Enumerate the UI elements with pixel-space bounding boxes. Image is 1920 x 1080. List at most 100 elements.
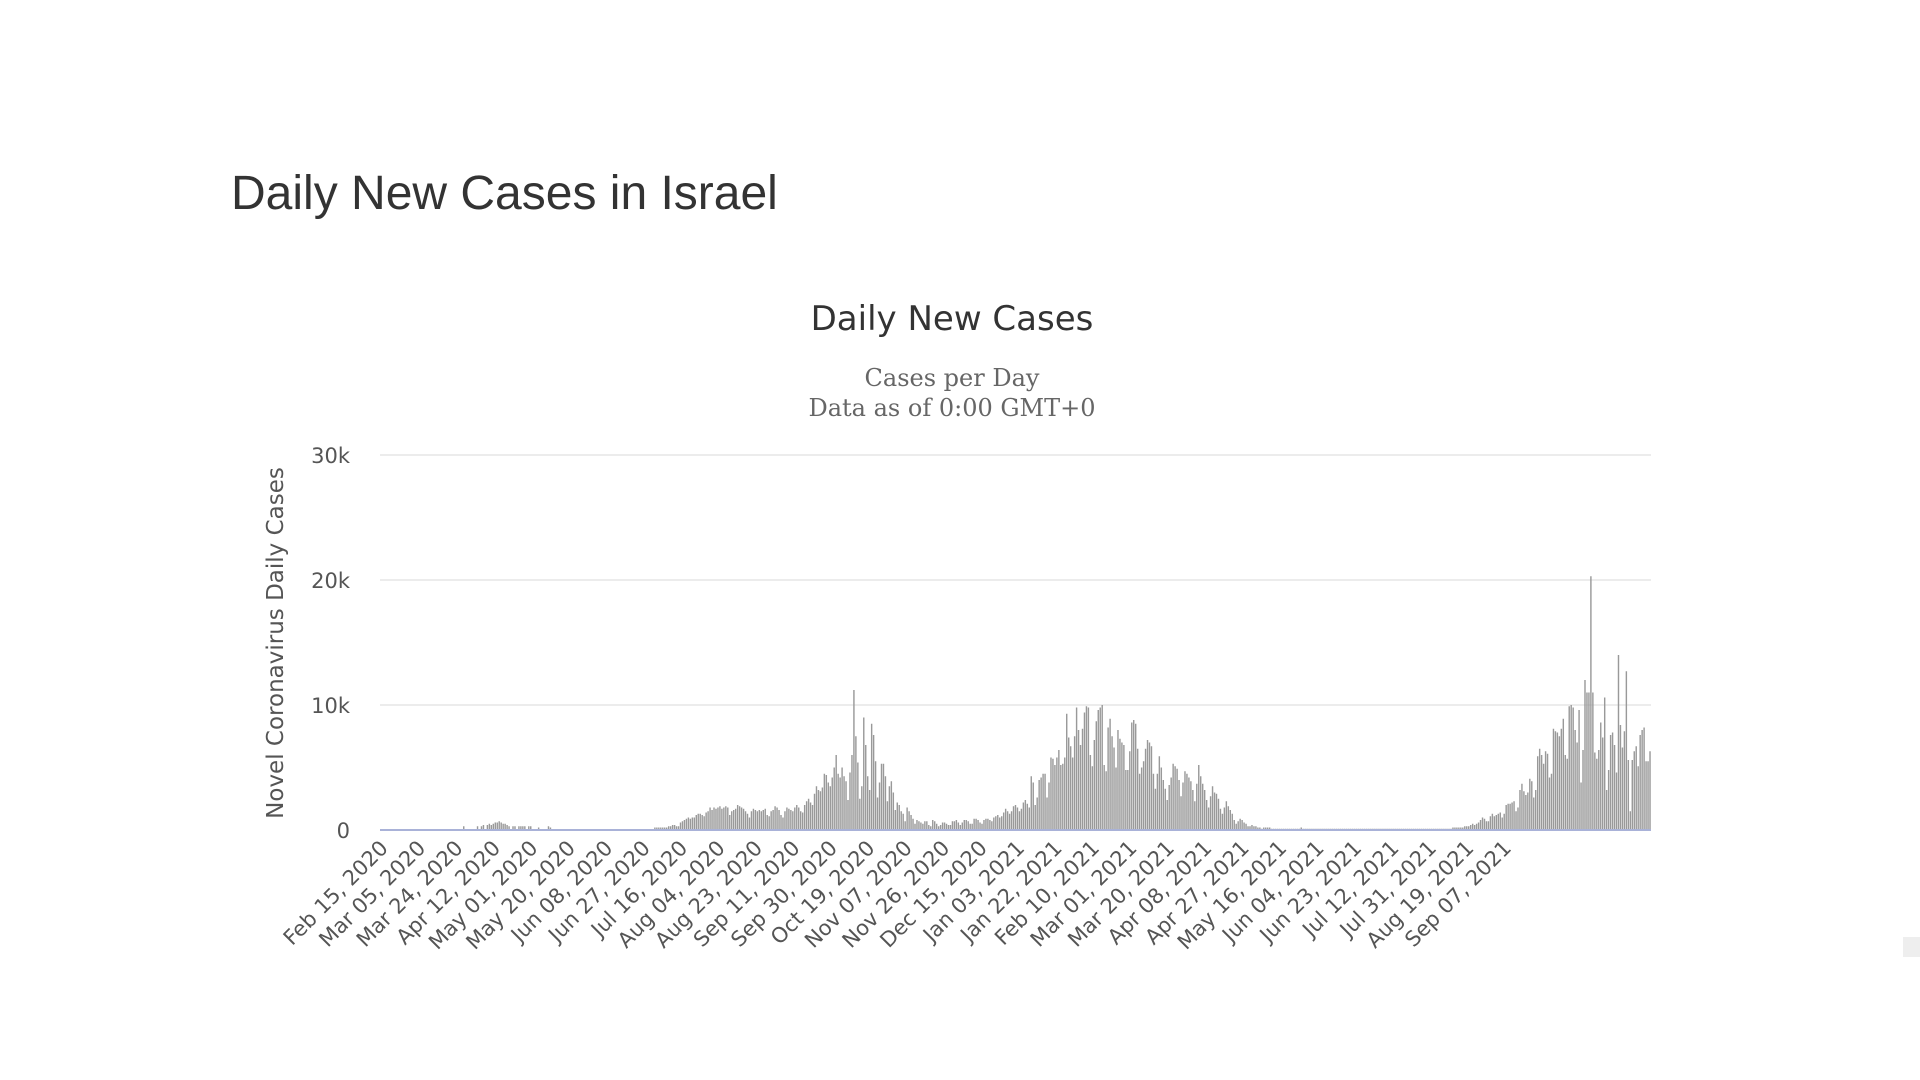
bar [1300, 827, 1302, 830]
bar [729, 815, 731, 830]
bar [1527, 792, 1529, 830]
bar [660, 827, 662, 830]
bar [1611, 732, 1614, 830]
bar [691, 817, 694, 830]
y-axis-ticks: 0 10k 20k 30k [311, 444, 351, 843]
bar [1170, 777, 1172, 830]
bar [1066, 713, 1068, 830]
bar [886, 801, 889, 830]
bar [894, 810, 897, 830]
bar [1111, 736, 1113, 830]
bar [1194, 801, 1196, 830]
bar [1020, 808, 1023, 830]
bar [963, 820, 965, 830]
bar [1491, 813, 1494, 830]
bar [488, 823, 491, 830]
bar [809, 802, 812, 830]
bar [989, 820, 991, 830]
bar [910, 815, 912, 830]
bar [673, 825, 676, 830]
bar [1006, 811, 1009, 830]
bar-series [463, 576, 1651, 830]
bar [1056, 757, 1058, 830]
page-title: Daily New Cases in Israel [231, 167, 778, 220]
y-tick-label: 20k [311, 569, 351, 593]
bar [1253, 826, 1255, 830]
bar [1182, 782, 1184, 830]
bar [1032, 782, 1034, 830]
bar [928, 825, 930, 830]
bar [476, 826, 479, 830]
bar [709, 807, 711, 830]
bar [703, 816, 705, 830]
bar [803, 805, 806, 830]
bar [1140, 767, 1143, 830]
bar [1127, 770, 1129, 830]
bar [918, 821, 920, 830]
bar [961, 822, 964, 830]
bar [675, 826, 678, 830]
bar [667, 826, 670, 830]
bar [768, 816, 770, 830]
bar [943, 822, 946, 830]
bar [707, 811, 709, 830]
bar [1576, 742, 1578, 830]
bar [1004, 808, 1007, 830]
bar [1544, 751, 1547, 830]
bar [1148, 742, 1151, 830]
bar [786, 807, 788, 830]
bar [1174, 766, 1176, 830]
bar [1249, 826, 1251, 830]
bar [1186, 773, 1188, 830]
bar [798, 807, 800, 830]
bar [1156, 773, 1159, 830]
bar [1483, 818, 1486, 830]
bar [801, 812, 804, 830]
bar [1556, 732, 1559, 830]
bar [941, 822, 944, 830]
bar [1069, 746, 1072, 830]
bar [1259, 827, 1261, 830]
bar [920, 822, 922, 830]
bar [721, 808, 723, 830]
chart-subtitle-line-2: Data as of 0:00 GMT+0 [808, 394, 1095, 422]
bar [969, 823, 971, 830]
y-tick-label: 30k [311, 444, 351, 468]
bar [979, 822, 981, 830]
bar [831, 777, 833, 830]
bar [1507, 803, 1509, 830]
bar [934, 821, 936, 830]
bar [1146, 740, 1149, 830]
bar [1144, 748, 1147, 830]
bar [900, 811, 902, 830]
bar [656, 827, 658, 830]
bar [1008, 813, 1011, 830]
bar [734, 808, 737, 830]
bar [874, 761, 877, 830]
bar [1572, 707, 1574, 830]
bar [851, 755, 853, 830]
bar [870, 723, 873, 830]
bar [1178, 780, 1180, 830]
side-tab[interactable] [1903, 937, 1920, 957]
bar [1511, 802, 1513, 830]
bar [1105, 771, 1107, 830]
bar [725, 806, 727, 830]
grid-lines [380, 454, 1651, 706]
bar [1268, 827, 1271, 830]
bar [1150, 746, 1153, 830]
bar [1231, 813, 1233, 830]
bar [500, 822, 502, 830]
bar [1018, 811, 1021, 830]
bar [995, 816, 997, 830]
bar [1042, 773, 1044, 830]
bar [1464, 826, 1466, 830]
bar [902, 813, 904, 830]
bar [750, 811, 753, 830]
bar [689, 818, 692, 830]
bar [1085, 706, 1088, 830]
bar [502, 823, 504, 830]
bar [1619, 725, 1622, 830]
bar [780, 815, 782, 830]
bar [1456, 827, 1458, 830]
